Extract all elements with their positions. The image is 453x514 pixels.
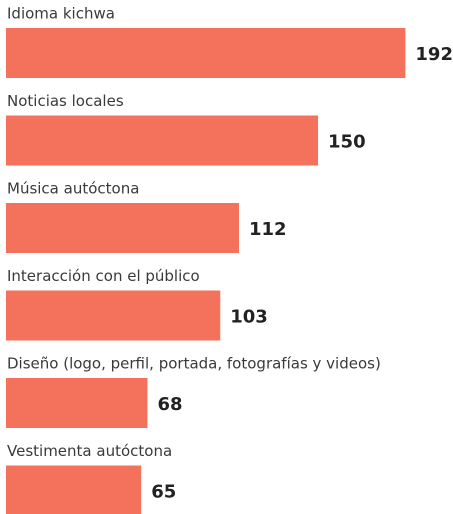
value-label: 150 — [328, 132, 366, 153]
category-label: Idioma kichwa — [7, 5, 115, 23]
value-label: 65 — [151, 482, 176, 503]
category-label: Diseño (logo, perfil, portada, fotografí… — [7, 355, 381, 373]
category-label: Música autóctona — [7, 180, 139, 198]
bar — [6, 28, 406, 78]
category-label: Noticias locales — [7, 92, 124, 110]
category-label: Interacción con el público — [7, 267, 200, 285]
category-label: Vestimenta autóctona — [7, 442, 172, 460]
bar — [6, 378, 148, 428]
value-label: 103 — [230, 307, 268, 328]
value-label: 192 — [415, 44, 453, 65]
bar — [6, 203, 239, 253]
value-label: 112 — [249, 219, 287, 240]
bar — [6, 115, 319, 166]
value-label: 68 — [157, 394, 182, 415]
bar — [6, 290, 221, 341]
bar — [6, 465, 142, 514]
